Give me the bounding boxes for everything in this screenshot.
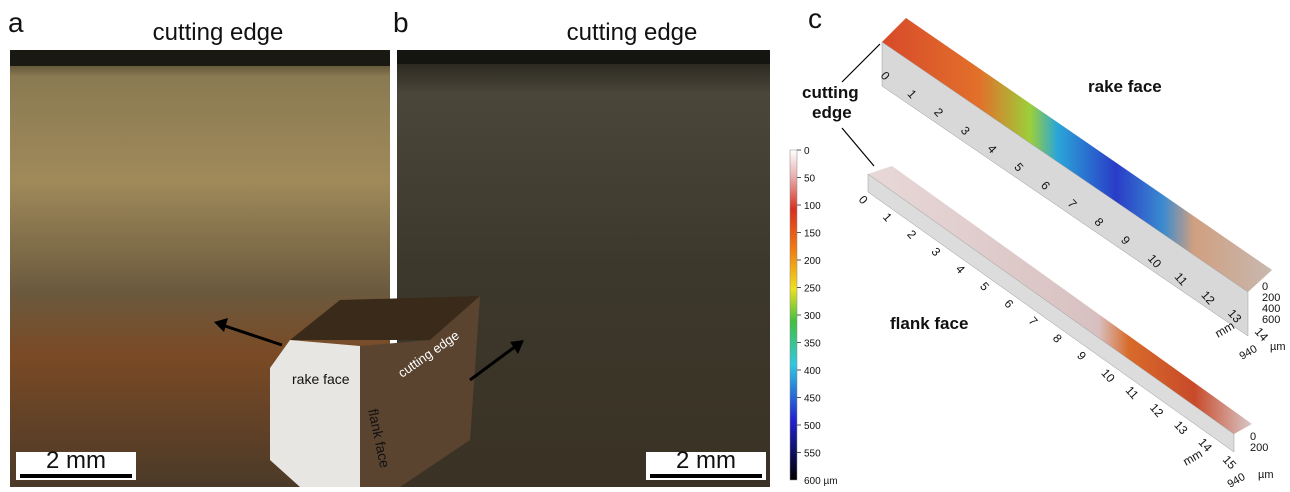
cube-left	[270, 340, 360, 487]
axis-tick-label: 11	[1123, 383, 1142, 402]
width-label: 940	[1238, 343, 1260, 363]
axis-tick-label: 7	[1026, 314, 1041, 329]
colorbar-label: 150	[804, 229, 821, 240]
rake-face-label: rake face	[1088, 77, 1162, 96]
colorbar-label: 300	[804, 311, 821, 322]
colorbar-label: 0	[804, 146, 810, 157]
scale-bar-label: 2 mm	[676, 447, 736, 474]
colorbar-label: 450	[804, 394, 821, 405]
scale-bar	[20, 474, 132, 478]
colorbar-label: 100	[804, 201, 821, 212]
scale-bar	[650, 474, 762, 478]
axis-tick-label: 6	[1001, 297, 1016, 312]
pointer	[842, 44, 880, 82]
colorbar-label: 500	[804, 421, 821, 432]
axis-tick-label: 1	[880, 210, 895, 225]
width-unit: µm	[1270, 341, 1286, 353]
edge-strip	[397, 50, 770, 64]
flank-face-label: flank face	[890, 314, 968, 333]
panel-title: cutting edge	[567, 19, 698, 46]
colorbar-label: 50	[804, 174, 816, 185]
edge-strip	[10, 50, 390, 66]
axis-tick-label: 8	[1050, 331, 1065, 346]
panel-label: a	[8, 7, 24, 38]
axis-tick-label: 0	[856, 193, 871, 208]
depth-tick-label: 600	[1262, 314, 1280, 326]
edge-label: edge	[812, 103, 852, 122]
width-unit: µm	[1258, 469, 1274, 481]
axis-tick-label: 9	[1074, 349, 1089, 364]
colorbar-label: 550	[804, 449, 821, 460]
axis-tick-label: 13	[1171, 418, 1191, 438]
panel-title: cutting edge	[153, 19, 284, 46]
axis-tick-label: 3	[929, 245, 944, 260]
axis-tick-label: 5	[977, 279, 992, 294]
axis-tick-label: 4	[953, 262, 968, 277]
axis-tick-label: 12	[1147, 401, 1167, 421]
colorbar-label: 200	[804, 256, 821, 267]
axis-tick-label: 15	[1220, 453, 1240, 473]
panel-label: b	[393, 7, 409, 38]
scale-bar-label: 2 mm	[46, 447, 106, 474]
edge-label: cutting	[802, 83, 859, 102]
panel-label: c	[808, 3, 822, 34]
colorbar	[790, 150, 797, 480]
width-label: 940	[1226, 471, 1248, 487]
colorbar-label: 250	[804, 284, 821, 295]
axis-tick-label: 2	[904, 227, 919, 242]
depth-tick-label: 200	[1250, 442, 1268, 454]
inset-label: rake face	[292, 371, 350, 387]
pointer	[842, 128, 874, 166]
colorbar-label: 600 µm	[804, 476, 838, 487]
colorbar-label: 400	[804, 366, 821, 377]
colorbar-label: 350	[804, 339, 821, 350]
axis-tick-label: 14	[1252, 325, 1272, 345]
axis-tick-label: 10	[1098, 366, 1118, 386]
figure: a cutting edge 2 mm b cutting edge 2 mm …	[0, 0, 1290, 487]
